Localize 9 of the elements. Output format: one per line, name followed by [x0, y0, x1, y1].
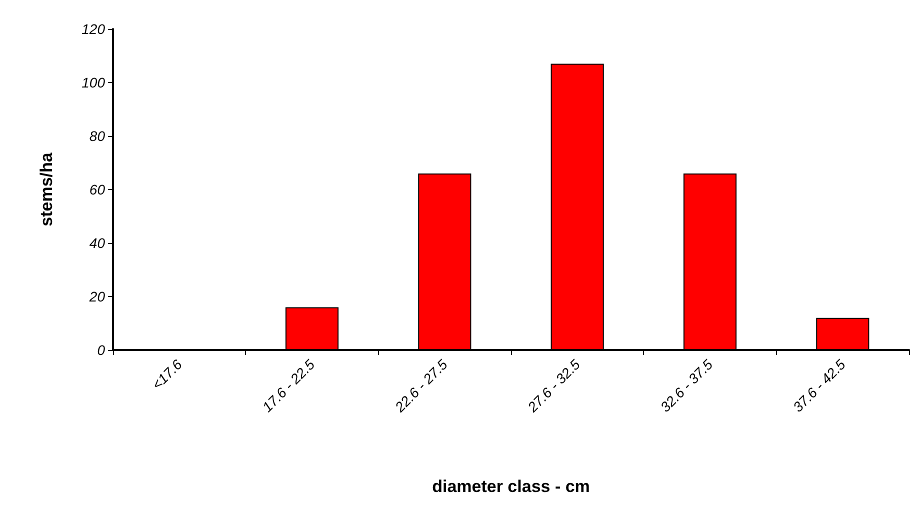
y-tick-label: 120 [82, 21, 106, 37]
y-axis-title: stems/ha [37, 152, 56, 226]
y-tick-label: 40 [89, 235, 106, 251]
x-axis-title: diameter class - cm [432, 477, 590, 496]
y-tick-label: 60 [89, 182, 106, 198]
y-tick-label: 100 [82, 74, 106, 90]
y-tick-label: 20 [88, 288, 106, 304]
y-tick-label: 80 [89, 128, 106, 144]
y-tick-label: 0 [97, 342, 106, 358]
